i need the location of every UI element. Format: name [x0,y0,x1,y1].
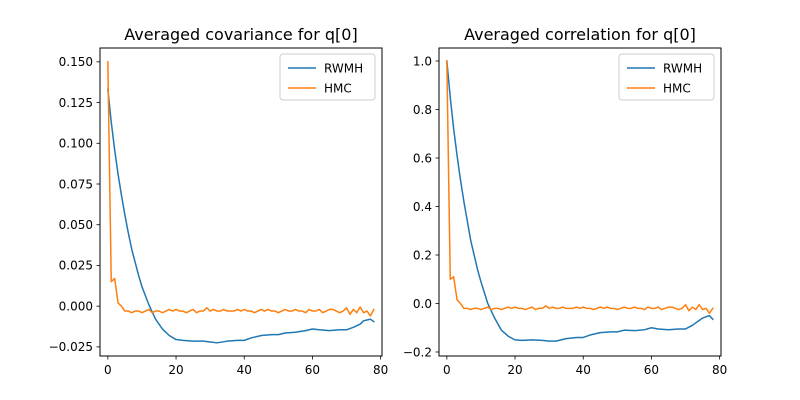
y-tick-label: 0.000 [59,299,93,313]
y-tick-label: 0.150 [59,55,93,69]
x-tick-label: 60 [644,363,659,377]
y-tick-label: 0.100 [59,137,93,151]
x-tick-label: 40 [237,363,252,377]
legend: RWMH HMC [618,53,715,101]
x-tick-label: 40 [576,363,591,377]
y-tick-label: 0.0 [413,297,432,311]
chart-panel-2: 0 20 40 60 80 −0.2 0.0 0.2 0.4 0.6 0.8 1.0 Averaged … [403,25,727,377]
y-tick-label: 0.8 [413,103,432,117]
axes-frame [438,47,722,357]
y-tick-label: 0.4 [413,200,432,214]
chart-panel-1: 0 20 40 60 80 −0.025 0.000 0.025 0.050 0.075 0.100… [49,25,389,377]
legend-label-rwmh: RWMH [663,61,702,75]
y-tick-label: 0.025 [59,259,93,273]
y-tick-label: 0.6 [413,151,432,165]
x-tick-label: 80 [373,363,388,377]
x-tick-label: 0 [443,363,451,377]
y-tick-label: 0.050 [59,218,93,232]
legend-label-hmc: HMC [663,81,691,95]
y-tick-label: 0.2 [413,248,432,262]
series-line-rwmh [107,88,375,344]
series-line-hmc [107,61,375,317]
legend-label-hmc: HMC [324,81,352,95]
y-tick-label: 0.125 [59,96,93,110]
y-tick-label: 0.075 [59,177,93,191]
y-tick-label: −0.2 [403,345,432,359]
x-tick-label: 20 [168,363,183,377]
y-tick-label: −0.025 [49,340,93,354]
y-tick-label: 1.0 [413,54,432,68]
legend-label-rwmh: RWMH [324,61,363,75]
x-tick-label: 0 [104,363,112,377]
legend: RWMH HMC [279,53,376,101]
x-tick-label: 60 [305,363,320,377]
axes-frame [99,47,383,357]
series-line-rwmh [446,60,714,342]
chart-title: Averaged correlation for q[0] [464,25,696,44]
chart-title: Averaged covariance for q[0] [124,25,357,44]
series-line-hmc [446,60,714,314]
x-tick-label: 20 [507,363,522,377]
x-tick-label: 80 [712,363,727,377]
